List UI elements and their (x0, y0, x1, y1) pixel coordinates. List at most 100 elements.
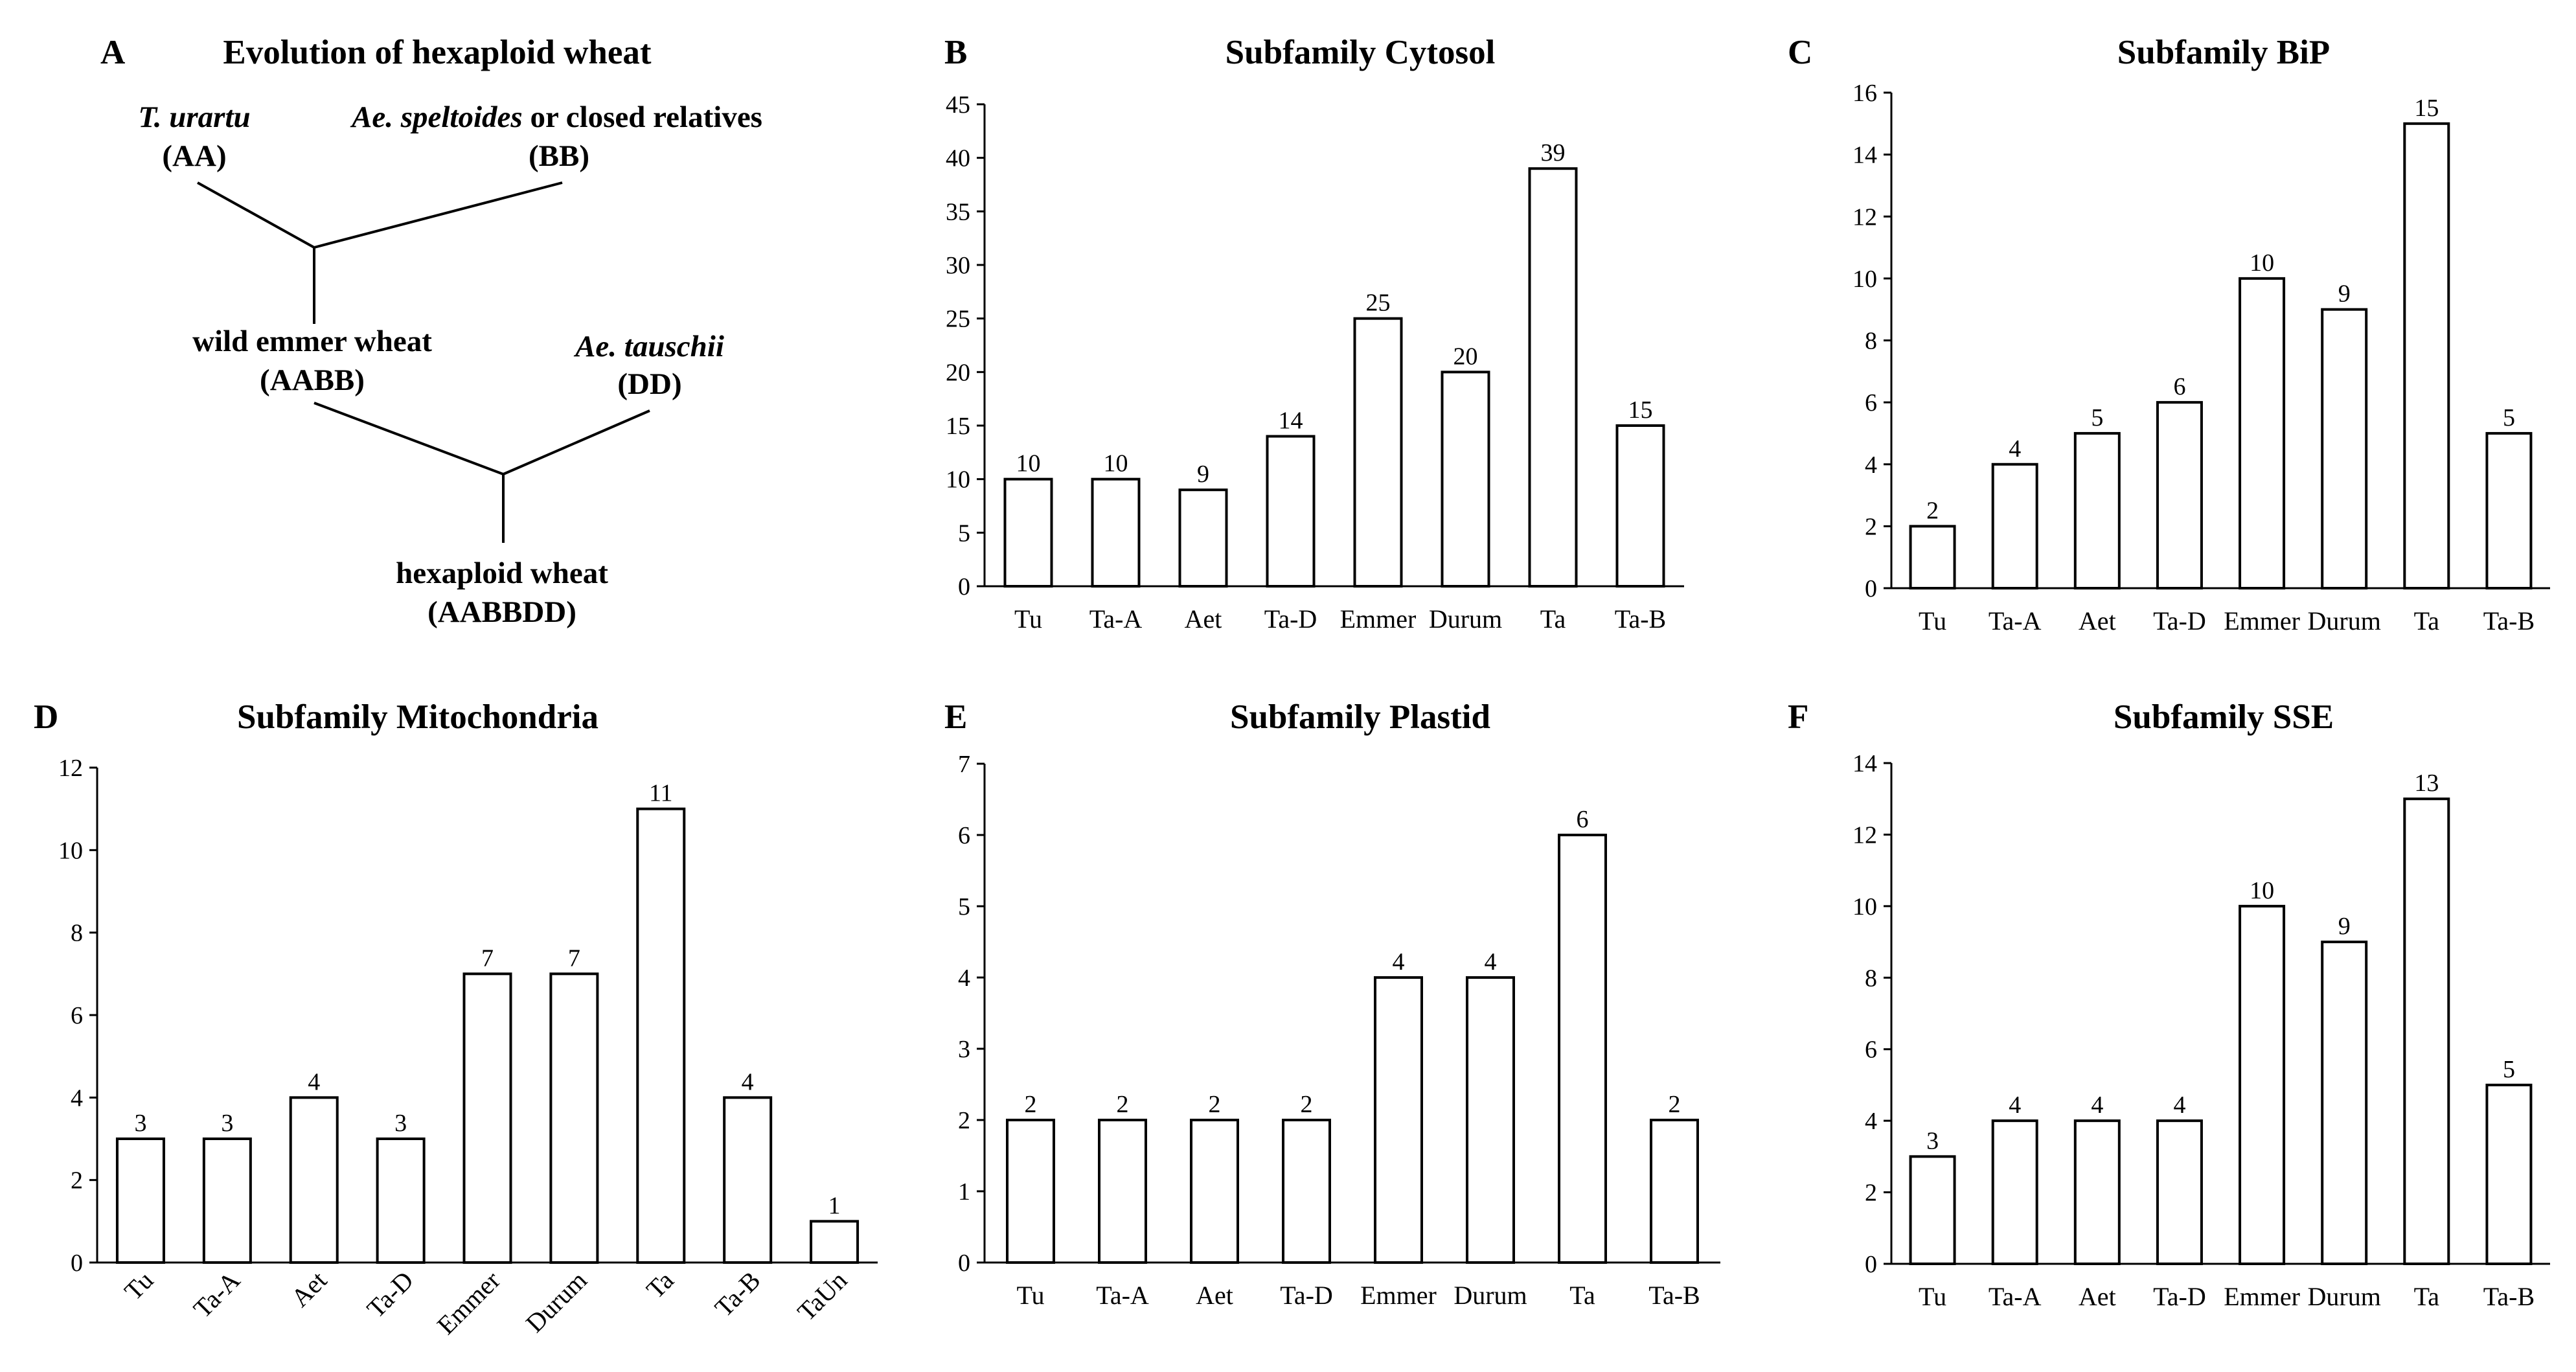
chart-f-bar (2403, 797, 2450, 1265)
chart-f-y-tick-label: 4 (1865, 1108, 1877, 1135)
panel-c-label: C (1788, 34, 1812, 71)
chart-e-x-tick-label: Ta (1569, 1281, 1595, 1310)
chart-f-y-tick-label: 14 (1852, 750, 1877, 777)
chart-b-y-tick-label: 20 (946, 359, 970, 386)
chart-d-y-tick-label: 6 (71, 1002, 83, 1029)
chart-c-data-label: 5 (2091, 404, 2103, 431)
chart-d-data-label: 4 (308, 1068, 320, 1095)
chart-f-y-tick-label: 0 (1865, 1251, 1877, 1278)
chart-d-x-tick-label: Durum (520, 1266, 593, 1338)
chart-b-x-tick-label: Durum (1429, 604, 1502, 634)
tree-node-speltoides-genome: (BB) (529, 139, 589, 173)
tree-node-tauschii-genome: (DD) (617, 367, 681, 401)
chart-e-y-tick-label: 4 (958, 965, 970, 992)
chart-b-title: Subfamily Cytosol (1225, 34, 1496, 71)
chart-b-x-tick-label: Ta-B (1615, 604, 1666, 634)
chart-d-x-tick-label: Emmer (431, 1266, 506, 1340)
chart-d-x-tick-label: Ta-D (361, 1266, 419, 1324)
chart-e-x-tick-label: Aet (1196, 1281, 1233, 1310)
chart-d-x-tick-label: Aet (285, 1266, 332, 1313)
chart-f-y-tick-label: 2 (1865, 1180, 1877, 1207)
chart-d-x-tick-label: TaUn (792, 1266, 852, 1327)
tree-branch-dd (503, 409, 650, 475)
chart-c-y-tick-label: 2 (1865, 513, 1877, 540)
chart-b-y-tick-label: 45 (946, 91, 970, 119)
chart-b-data-label: 15 (1628, 396, 1653, 424)
chart-b-data-label: 25 (1366, 290, 1391, 317)
chart-e-bar (1190, 1119, 1239, 1264)
chart-b-bar (1441, 371, 1490, 588)
chart-e-y-tick-label: 5 (958, 893, 970, 920)
chart-c-x-tick-label: Ta-B (2483, 606, 2535, 635)
chart-c-y-tick-label: 4 (1865, 452, 1877, 479)
chart-d-bar (549, 972, 599, 1264)
chart-e-x-tick-label: Tu (1016, 1281, 1044, 1310)
chart-c-data-label: 6 (2173, 373, 2185, 400)
chart-b-y-tick-label: 0 (958, 573, 970, 600)
chart-c-x-tick-label: Ta-A (1989, 606, 2042, 635)
chart-b-bar (1353, 317, 1403, 588)
chart-b-bar (1178, 488, 1228, 588)
chart-panel-d: D Subfamily Mitochondria 0 2 4 6 8 10 12 3 Tu 3 Ta-A… (34, 698, 878, 1340)
chart-b-x-tick-label: Emmer (1340, 604, 1417, 634)
chart-e-bar (1098, 1119, 1147, 1264)
chart-b-bar (1615, 424, 1665, 588)
chart-c-x-tick-label: Ta (2414, 606, 2440, 635)
chart-e-x-tick-label: Durum (1453, 1281, 1527, 1310)
panel-a-label: A (100, 34, 125, 71)
chart-f-bar (2321, 941, 2368, 1265)
chart-e-data-label: 2 (1301, 1091, 1313, 1118)
tree-node-speltoides-name: Ae. speltoides or closed relatives (350, 100, 762, 134)
chart-f-y-tick-label: 12 (1852, 821, 1877, 849)
chart-e-y-tick-label: 7 (958, 751, 970, 778)
chart-f-data-label: 13 (2414, 770, 2439, 797)
chart-b-data-label: 39 (1541, 139, 1566, 166)
chart-e-data-label: 2 (1025, 1091, 1037, 1118)
chart-e-data-label: 4 (1393, 948, 1405, 976)
tree-node-hexaploid-name: hexaploid wheat (396, 556, 608, 590)
panel-e-label: E (944, 698, 967, 736)
panel-f-label: F (1788, 698, 1808, 736)
chart-b-data-label: 9 (1197, 461, 1209, 488)
chart-f-x-tick-label: Emmer (2224, 1282, 2300, 1311)
chart-f-bar (2073, 1119, 2121, 1265)
chart-c-data-label: 5 (2503, 404, 2515, 431)
panel-a-title: Evolution of hexaploid wheat (223, 34, 651, 71)
chart-b-bar (1091, 477, 1141, 588)
chart-f-data-label: 3 (1926, 1127, 1939, 1154)
chart-f-bar (2239, 904, 2286, 1266)
chart-f-title: Subfamily SSE (2114, 698, 2334, 736)
chart-d-data-label: 7 (481, 944, 494, 972)
chart-f-data-label: 9 (2338, 913, 2351, 940)
chart-c-y-tick-label: 12 (1852, 203, 1877, 231)
chart-c-y-tick-label: 16 (1852, 80, 1877, 107)
chart-f-y-tick-label: 6 (1865, 1036, 1877, 1064)
chart-f-bar (2156, 1119, 2203, 1265)
chart-e-data-label: 4 (1485, 948, 1497, 976)
chart-c-bar (2239, 277, 2286, 589)
chart-c-y-tick-label: 10 (1852, 266, 1877, 293)
tree-branch-aa (197, 181, 315, 249)
chart-d-y-tick-label: 2 (71, 1167, 83, 1195)
chart-c-bar (1909, 525, 1956, 589)
chart-d-bar (202, 1138, 252, 1264)
chart-panel-b: B Subfamily Cytosol 0 5 10 15 20 25 30 35 40 45 10 Tu… (944, 34, 1684, 634)
chart-b-x-tick-label: Ta-D (1264, 604, 1317, 634)
chart-e-bar (1650, 1119, 1699, 1264)
chart-f-y-tick-label: 10 (1852, 893, 1877, 920)
chart-d-data-label: 1 (828, 1192, 841, 1219)
chart-e-bar (1374, 976, 1423, 1264)
chart-b-data-label: 10 (1016, 450, 1041, 477)
chart-f-x-tick-label: Aet (2079, 1282, 2116, 1311)
tree-node-emmer-name: wild emmer wheat (192, 325, 432, 358)
chart-b-y-tick-label: 35 (946, 198, 970, 225)
chart-d-bar (636, 807, 686, 1264)
chart-c-x-tick-label: Durum (2308, 606, 2381, 635)
chart-d-data-label: 3 (394, 1110, 407, 1137)
chart-c-bar (2403, 122, 2450, 589)
chart-e-data-label: 6 (1577, 806, 1589, 833)
chart-d-title: Subfamily Mitochondria (237, 698, 598, 736)
chart-b-x-tick-label: Ta (1540, 604, 1566, 634)
chart-f-data-label: 4 (2091, 1092, 2103, 1119)
